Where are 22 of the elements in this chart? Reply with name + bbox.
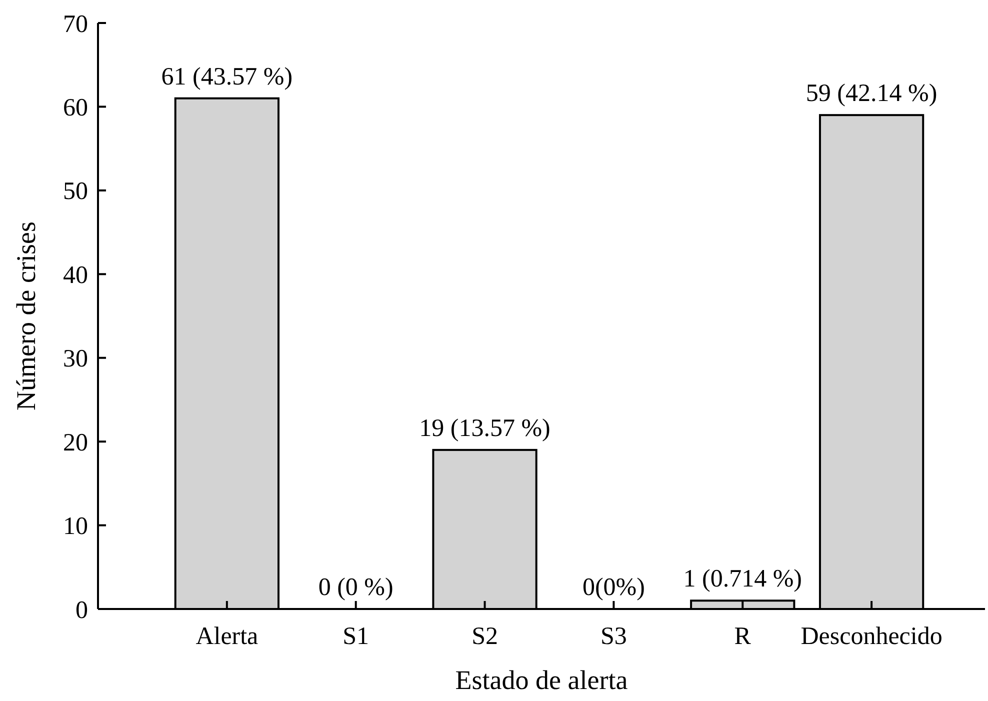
data-label: 19 (13.57 %) (419, 414, 550, 442)
y-tick-label: 20 (63, 429, 88, 456)
y-tick-label: 50 (63, 178, 88, 206)
y-tick-label: 70 (63, 10, 88, 38)
x-tick-label: Alerta (196, 623, 258, 650)
data-label: 0 (0 %) (318, 574, 394, 601)
data-label: 1 (0.714 %) (683, 566, 802, 593)
y-tick-label: 40 (63, 262, 88, 289)
x-tick-label: S3 (600, 623, 627, 650)
x-axis-title: Estado de alerta (455, 665, 628, 695)
y-tick-label: 0 (76, 596, 88, 624)
y-tick-label: 60 (63, 94, 88, 122)
data-label: 61 (43.57 %) (161, 63, 293, 90)
x-tick-label: Desconhecido (800, 623, 942, 650)
x-tick-label: R (734, 623, 752, 650)
data-label: 59 (42.14 %) (806, 80, 938, 108)
y-axis-title: Número de crises (11, 222, 41, 410)
x-tick-label: S2 (472, 623, 498, 650)
y-tick-label: 30 (63, 346, 88, 373)
data-label: 0(0%) (582, 574, 645, 601)
x-tick-label: S1 (342, 623, 370, 650)
y-tick-label: 10 (63, 513, 88, 540)
